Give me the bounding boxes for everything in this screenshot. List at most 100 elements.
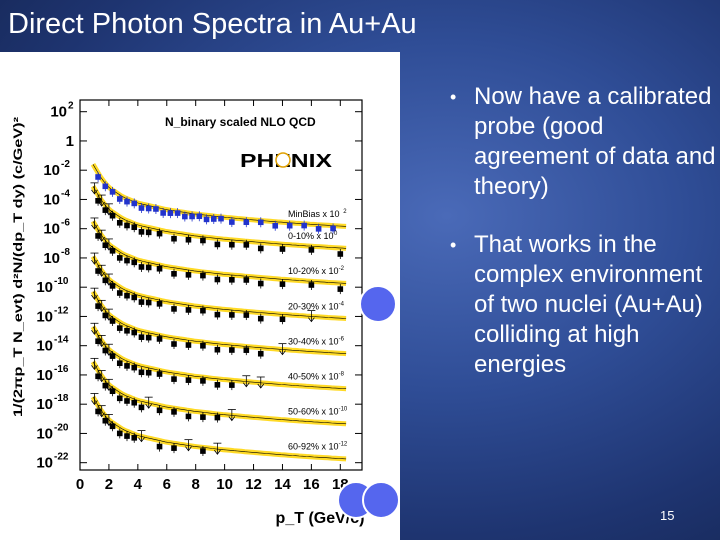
data-point [160,210,166,216]
upper-limit-arrow-head [98,236,106,242]
data-point [131,259,138,266]
data-point [131,364,138,371]
data-point [214,241,221,248]
data-point [200,307,206,314]
nlo-curve-line [92,256,347,319]
slide-title: Direct Photon Spectra in Au+Au [8,8,417,40]
data-point [145,264,152,271]
series-label-exponent: 0 [334,231,338,237]
data-point [95,303,101,309]
upper-limit-arrow-head [308,317,315,323]
data-point [308,282,315,288]
data-point [95,373,101,380]
upper-limit-arrow-head [214,449,221,455]
data-point [156,265,163,272]
upper-limit-arrow-head [98,412,106,418]
y-axis-label-text: 1/(2πp_T N_evt) d²N/(dp_T dy) (c/GeV)² [11,117,25,417]
upper-limit-arrow-head [91,365,98,371]
data-point [131,224,138,231]
data-point [124,257,130,264]
data-point [229,241,235,248]
data-point [102,277,109,284]
data-point [330,225,336,232]
nlo-curve-line [92,361,347,425]
upper-limit-arrow-head [98,342,106,348]
data-point [214,346,221,353]
data-point [243,347,250,353]
y-tick-exponent: -12 [54,305,69,316]
data-point [95,174,101,180]
data-point [203,216,210,223]
data-point [214,276,221,283]
data-point [145,229,152,236]
x-tick-label: 16 [303,476,320,493]
y-tick-label: 10 [43,191,60,208]
data-point [171,306,177,312]
data-point [229,347,235,353]
x-tick-label: 2 [105,476,113,493]
data-point [131,435,138,441]
bullet-text: Now have a calibrated probe (good agreem… [474,83,716,200]
data-point [185,377,192,383]
data-point [171,445,177,451]
data-point [214,311,221,318]
data-point [116,325,123,331]
series-label-exponent: 2 [343,209,347,215]
data-point [124,198,130,205]
data-point [131,200,138,207]
data-point [272,222,279,229]
y-tick-label: 10 [36,367,53,384]
y-tick-label: 10 [50,104,67,121]
x-tick-label: 0 [76,476,84,493]
data-point [145,299,152,306]
series-label: 50-60% x 10 [288,407,339,417]
data-point [109,353,116,359]
data-point [171,235,177,242]
y-tick-label: 10 [43,221,60,238]
data-point [124,363,130,369]
data-point [124,292,130,299]
data-point [156,301,163,307]
data-point [257,219,264,226]
upper-limit-arrow-head [138,437,145,443]
data-point [156,371,163,377]
data-point [145,205,152,212]
data-point [102,382,109,389]
data-point [95,338,101,345]
upper-limit-arrow-head [91,259,98,265]
data-point [171,409,177,415]
upper-limit-arrow-head [257,383,265,389]
data-point [257,315,264,322]
series-label-exponent: -6 [339,336,345,342]
data-point [124,222,130,229]
y-tick-exponent: -20 [54,422,69,433]
data-point [243,242,250,248]
data-point [308,247,315,253]
data-point [200,414,206,420]
photon-spectra-chart: 1/(2πp_T N_evt) d²N/(dp_T dy) (c/GeV)² p… [11,99,400,527]
data-point [200,342,206,349]
data-point [153,206,159,212]
data-point [95,408,101,415]
data-point [218,215,224,222]
upper-limit-arrow-head [98,272,106,277]
y-tick-label: 10 [43,250,60,267]
y-tick-exponent: -10 [54,276,69,287]
data-point [109,388,116,395]
bullet-item: • That works in the complex environment … [450,230,718,380]
upper-limit-arrow-head [91,224,98,230]
data-point [138,369,145,376]
data-point [257,280,264,287]
phenix-logo: PHENIX [240,151,332,171]
marker-circle [362,481,400,519]
data-point [138,205,145,211]
data-point [95,198,101,204]
series-label-exponent: -8 [339,371,345,377]
bullet-dot-icon: • [450,87,457,107]
bullet-text: That works in the complex environment of… [474,231,703,378]
series-label: 10-20% x 10 [288,266,339,276]
y-tick-exponent: -4 [61,188,70,199]
data-point [138,264,145,270]
upper-limit-arrow-head [105,421,113,427]
data-point [185,413,192,420]
